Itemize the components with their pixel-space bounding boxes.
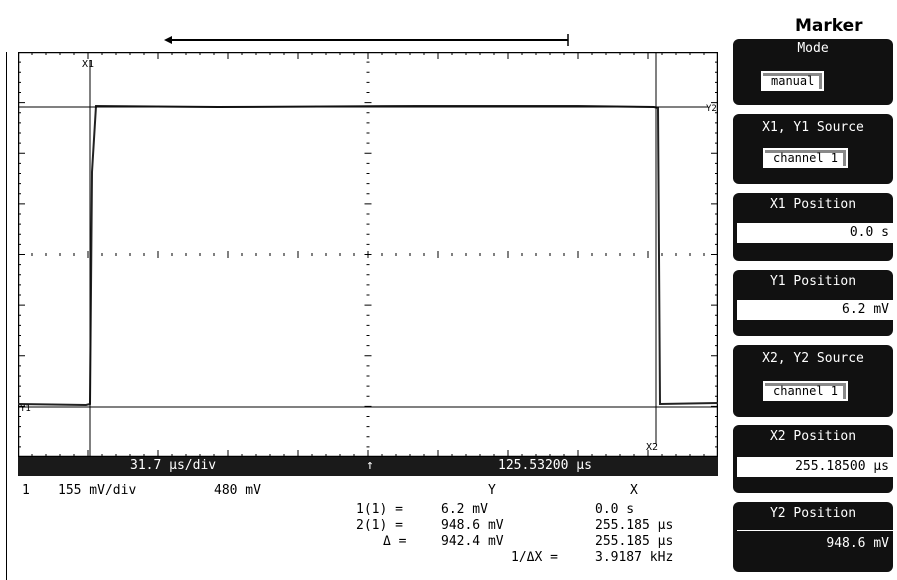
readout-col-x: X (630, 483, 638, 498)
marker-y1-label: Y1 (20, 404, 31, 414)
softkey-x2-position[interactable]: X2 Position 255.18500 µs (733, 425, 893, 493)
softkey-divider (737, 530, 893, 531)
softkey-x1-position[interactable]: X1 Position 0.0 s (733, 193, 893, 261)
softkey-label: Y2 Position (769, 506, 857, 521)
x2y2-source-button[interactable]: channel 1 (763, 381, 849, 401)
channel-scale: 155 mV/div (58, 483, 137, 498)
y1-position-value[interactable]: 6.2 mV (737, 300, 893, 320)
delay-value: 125.53200 µs (498, 458, 592, 473)
readout-row-label: 1/ΔX = (511, 550, 558, 565)
softkey-x1y1-source[interactable]: X1, Y1 Source channel 1 (733, 114, 893, 184)
time-window-indicator (164, 34, 569, 46)
readout-col-y: Y (488, 483, 496, 498)
readout-row-label: 2(1) = (356, 518, 403, 533)
channel-offset: 480 mV (214, 483, 261, 498)
readout-row-label: 1(1) = (356, 502, 403, 517)
panel-title: Marker (795, 16, 863, 36)
timebase-value: 31.7 µs/div (130, 458, 217, 473)
softkey-label: X1, Y1 Source (762, 120, 864, 135)
softkey-label: Mode (797, 41, 829, 56)
softkey-label: X1 Position (769, 197, 857, 212)
readout-row-y: 6.2 mV (441, 502, 488, 517)
x2-position-value[interactable]: 255.18500 µs (737, 457, 893, 477)
readout-row-x: 255.185 µs (595, 534, 674, 549)
readout-row-x: 0.0 s (595, 502, 635, 517)
softkey-x2y2-source[interactable]: X2, Y2 Source channel 1 (733, 345, 893, 417)
waveform-display[interactable]: X1 Y2 Y1 X2 (18, 52, 718, 457)
readout-row-y: 942.4 mV (441, 534, 504, 549)
marker-y2-label: Y2 (706, 104, 717, 114)
graticule-ticks (18, 52, 718, 457)
softkey-label: Y1 Position (769, 274, 857, 289)
softkey-label: X2, Y2 Source (762, 351, 864, 366)
marker-x2-label: X2 (646, 442, 658, 453)
x1y1-source-button[interactable]: channel 1 (763, 148, 849, 168)
trigger-arrow: ↑ (366, 458, 374, 473)
left-border-line (6, 52, 7, 580)
readout-row-x: 3.9187 kHz (595, 550, 674, 565)
softkey-y2-position[interactable]: Y2 Position 948.6 mV (733, 502, 893, 572)
readout-row-x: 255.185 µs (595, 518, 674, 533)
y2-position-value[interactable]: 948.6 mV (826, 536, 889, 551)
marker-x1-label: X1 (82, 59, 94, 70)
softkey-label: X2 Position (769, 429, 857, 444)
readout-row-y: 948.6 mV (441, 518, 504, 533)
x1-position-value[interactable]: 0.0 s (737, 223, 893, 243)
softkey-y1-position[interactable]: Y1 Position 6.2 mV (733, 270, 893, 336)
readout-row-label: Δ = (383, 534, 407, 549)
mode-value-button[interactable]: manual (761, 71, 825, 91)
channel-number: 1 (22, 483, 30, 498)
softkey-mode[interactable]: Mode manual (733, 39, 893, 105)
timebase-status-bar: 31.7 µs/div ↑ 125.53200 µs (18, 457, 718, 476)
